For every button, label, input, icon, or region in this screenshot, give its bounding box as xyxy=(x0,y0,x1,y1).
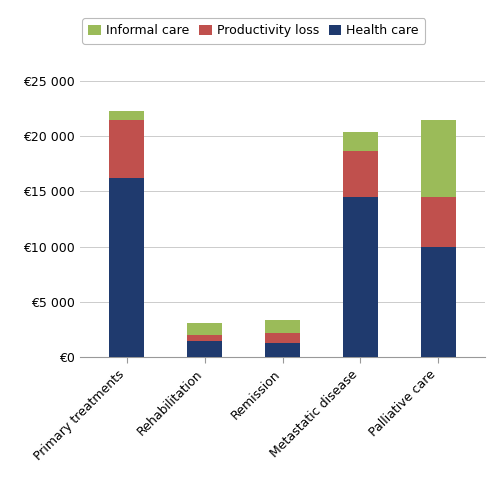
Bar xyxy=(109,120,144,178)
Legend: Informal care, Productivity loss, Health care: Informal care, Productivity loss, Health… xyxy=(82,18,425,44)
Bar xyxy=(187,323,222,335)
Bar xyxy=(343,132,378,151)
Bar xyxy=(265,333,300,343)
Bar xyxy=(343,151,378,197)
Bar xyxy=(420,197,456,247)
Bar xyxy=(420,247,456,357)
Bar xyxy=(109,111,144,120)
Bar xyxy=(265,319,300,333)
Bar xyxy=(420,120,456,197)
Bar xyxy=(343,197,378,357)
Bar xyxy=(265,343,300,357)
Bar xyxy=(109,178,144,357)
Bar xyxy=(187,341,222,357)
Bar xyxy=(187,335,222,341)
